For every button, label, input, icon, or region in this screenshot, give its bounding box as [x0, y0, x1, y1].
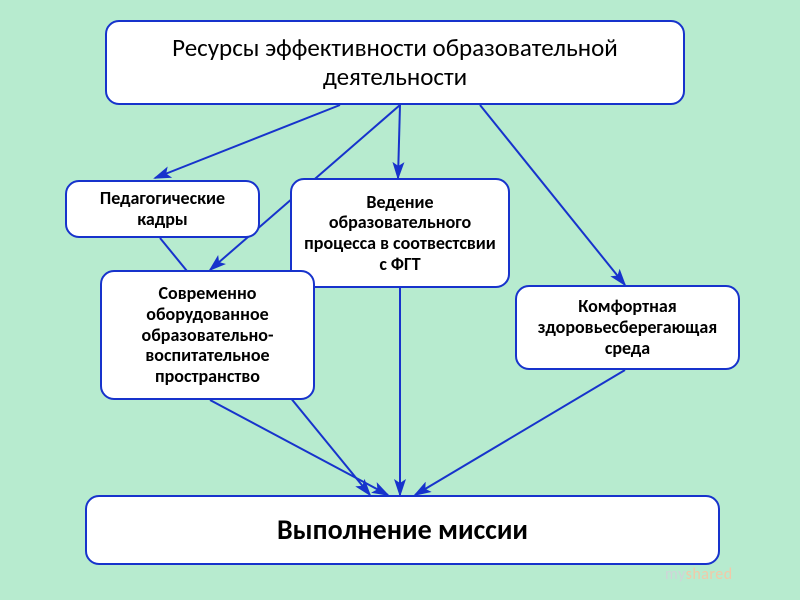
node-label: Комфортная здоровьесберегающая среда [527, 296, 728, 358]
node-modern-equipped-space: Современно оборудованное образовательно-… [100, 270, 315, 400]
node-pedagogical-staff: Педагогические кадры [65, 180, 260, 238]
node-label: Ведение образовательного процесса в соот… [302, 192, 498, 275]
node-label: Педагогические кадры [77, 188, 248, 229]
node-label: Современно оборудованное образовательно-… [112, 283, 303, 386]
node-label: Выполнение миссии [277, 514, 528, 546]
watermark-orange: shared [686, 565, 733, 584]
node-comfortable-environment: Комфортная здоровьесберегающая среда [515, 285, 740, 370]
node-mission-fulfillment: Выполнение миссии [85, 495, 720, 565]
node-educational-process: Ведение образовательного процесса в соот… [290, 178, 510, 288]
watermark-logo: myshared [665, 565, 733, 584]
watermark-gray: my [665, 565, 686, 584]
node-resources-top: Ресурсы эффективности образовательной де… [105, 20, 685, 105]
node-label: Ресурсы эффективности образовательной де… [117, 34, 673, 92]
